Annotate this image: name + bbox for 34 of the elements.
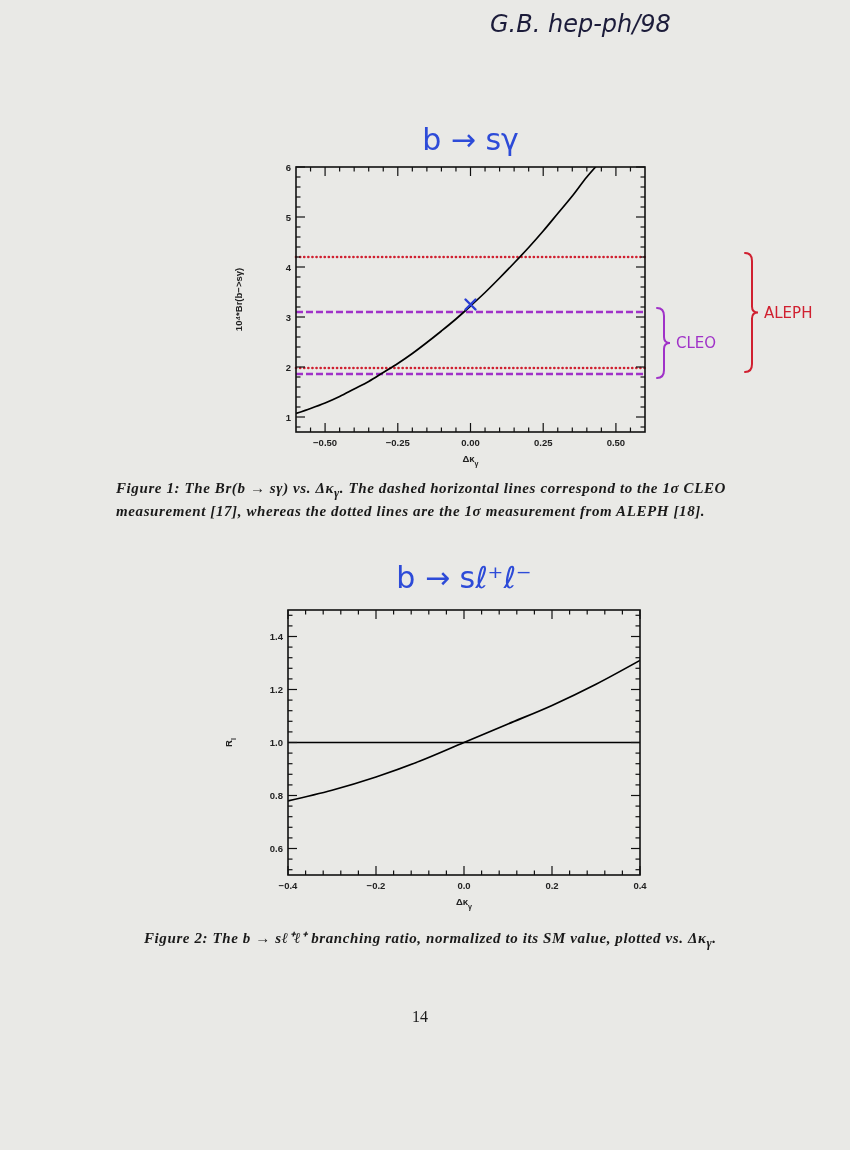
- caption: Figure 1: The Br(b → sγ) vs. Δκ$_{γ}$. The dashed horizontal lines correspond to the 1σ CLEO measurement [17], whereas the dotted lines are the 1σ measurement from ALEPH [18].: [116, 479, 727, 520]
- x-tick-label: 0.4: [633, 880, 648, 891]
- y-tick-label: 2: [285, 361, 291, 373]
- x-axis-title: Δκ$_{γ}$: [455, 896, 473, 911]
- x-tick-label: −0.50: [313, 437, 338, 448]
- line-series: [296, 167, 597, 415]
- y-tick-label: 0.6: [269, 843, 283, 854]
- line-series: [288, 659, 640, 802]
- x-tick-label: 0.00: [461, 437, 480, 448]
- y-tick-label: 4: [285, 261, 292, 273]
- text: G.B. hep-ph/98: [490, 10, 672, 38]
- x-tick-label: 0.0: [457, 880, 471, 891]
- x-tick-label: −0.2: [366, 880, 386, 891]
- text: 14: [411, 1008, 429, 1026]
- x-tick-label: 0.25: [533, 437, 554, 448]
- y-tick-label: 1.2: [269, 684, 283, 695]
- y-tick-label: 6: [285, 161, 291, 173]
- chart-title: b → sγ: [422, 122, 519, 157]
- x-tick-label: 0.50: [606, 437, 626, 448]
- x-tick-label: 0.2: [545, 880, 559, 891]
- x-axis-title: Δκ$_{γ}$: [462, 453, 479, 468]
- x-tick-label: −0.25: [385, 437, 411, 448]
- y-tick-label: 1.0: [269, 737, 283, 748]
- x-tick-label: −0.4: [278, 880, 299, 891]
- ref-line-label: ALEPH: [764, 303, 813, 322]
- y-tick-label: 1: [285, 411, 292, 423]
- chart-title: b → sℓ⁺ℓ⁻: [396, 560, 532, 595]
- y-tick-label: 1.4: [269, 631, 284, 642]
- y-tick-label: 3: [285, 311, 291, 323]
- caption: Figure 2: The b → sℓ⁺ℓ⁺ branching ratio, normalized to its SM value, plotted vs. Δκ$_{γ}$.: [144, 929, 718, 952]
- y-tick-label: 5: [285, 211, 292, 223]
- y-tick-label: 0.8: [269, 790, 283, 801]
- y-axis-title: 10⁴*Br(b−>sγ): [233, 267, 244, 332]
- ref-line-label: CLEO: [676, 334, 717, 352]
